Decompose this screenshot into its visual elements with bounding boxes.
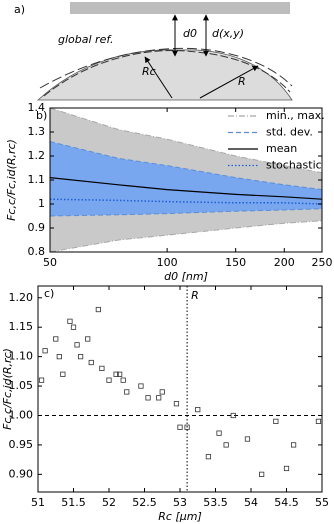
x-axis-label: d0 [nm] (164, 270, 208, 283)
line (50, 198, 322, 205)
point (205, 454, 211, 460)
point (85, 336, 91, 342)
point (173, 401, 180, 407)
diagram: a) global ref. d0 d(x,y) Rc R (14, 2, 293, 101)
point (244, 436, 251, 442)
point (283, 465, 290, 472)
point (195, 406, 201, 413)
point (106, 377, 112, 383)
x-tick-label: 50 (43, 256, 57, 269)
rc-label: Rc (142, 65, 156, 78)
point (38, 377, 45, 383)
y-tick-label: 1.2 (28, 149, 46, 162)
point (60, 371, 66, 377)
point (315, 418, 322, 424)
band-edge (50, 208, 322, 217)
x-tick-label: 51 (31, 496, 45, 509)
band-edge (50, 220, 322, 252)
x-tick-label: 54 (244, 496, 258, 509)
point (145, 395, 151, 401)
point (138, 383, 144, 389)
y-tick-label: 1.20 (9, 291, 34, 304)
x-tick-label: 200 (274, 256, 295, 269)
surface (36, 49, 293, 101)
point (99, 365, 105, 372)
point (74, 342, 80, 348)
fit-circle (39, 47, 293, 89)
point (230, 412, 236, 419)
point (124, 389, 130, 395)
line (50, 177, 322, 200)
x-tick-label: 250 (312, 256, 333, 269)
x-tick-label: 53.5 (203, 496, 228, 509)
y-tick-label: 1.05 (9, 379, 34, 392)
y-tick-label: 1 (38, 197, 45, 210)
y-tick-label: 1.00 (9, 408, 34, 421)
y-tick-label: 1.4 (28, 101, 46, 114)
y-tick-label: 0.95 (9, 438, 34, 451)
band-edge (50, 141, 322, 191)
plot-area (50, 108, 322, 252)
plot-area (38, 286, 322, 492)
legend-label: min., max. (266, 109, 325, 122)
y-tick-label: 1.3 (28, 125, 46, 138)
y-tick-label: 0.8 (28, 245, 46, 258)
point (184, 424, 190, 430)
fit-circle (43, 50, 291, 97)
y-axis-label: Fc,c/Fc,id(R,rc) (5, 139, 18, 221)
point (223, 442, 229, 448)
x-axis-label: Rc [µm] (158, 510, 201, 523)
x-tick-label: 52.5 (132, 496, 157, 509)
y-tick-label: 0.90 (9, 467, 34, 480)
point (290, 442, 297, 448)
point (53, 336, 59, 342)
point (156, 395, 162, 401)
panel-label: a) (14, 3, 25, 16)
r-label: R (238, 75, 246, 88)
point (56, 354, 62, 360)
point (117, 371, 123, 377)
point (273, 418, 279, 424)
point (95, 306, 101, 313)
reference-label: global ref. (58, 33, 114, 46)
point (78, 354, 84, 360)
point (42, 348, 48, 354)
x-tick-label: 150 (225, 256, 246, 269)
x-tick-label: 51.5 (61, 496, 86, 509)
point (70, 324, 77, 330)
point (216, 430, 222, 436)
x-tick-label: 100 (157, 256, 178, 269)
x-tick-label: 55 (315, 496, 329, 509)
point (259, 471, 265, 477)
legend-label: stochastic (266, 159, 322, 172)
x-tick-label: 53 (173, 496, 187, 509)
reference-label: R (191, 289, 199, 302)
rc-arrow (144, 56, 173, 99)
point (113, 371, 119, 377)
x-tick-label: 52 (102, 496, 116, 509)
panel-label: c) (44, 287, 54, 300)
d0-label: d0 (183, 27, 197, 40)
legend-label: mean (266, 142, 297, 155)
y-axis-label: Fc,c/Fc,id(R,rc) (1, 348, 14, 430)
y-tick-label: 0.9 (28, 221, 46, 234)
reference-plate (70, 2, 290, 14)
band-edge (50, 108, 322, 174)
band (50, 141, 322, 216)
legend-label: std. dev. (266, 126, 313, 139)
dxy-label: d(x,y) (212, 27, 244, 40)
point (177, 424, 183, 430)
point (88, 359, 94, 366)
point (67, 318, 73, 324)
point (120, 377, 126, 383)
x-tick-label: 54.5 (274, 496, 299, 509)
y-tick-label: 1.15 (9, 320, 34, 333)
y-tick-label: 1.1 (28, 173, 46, 186)
r-arrow (199, 65, 259, 99)
panel-label: b) (36, 109, 47, 122)
axes-frame (37, 285, 323, 493)
point (159, 389, 165, 395)
y-tick-label: 1.10 (9, 350, 34, 363)
